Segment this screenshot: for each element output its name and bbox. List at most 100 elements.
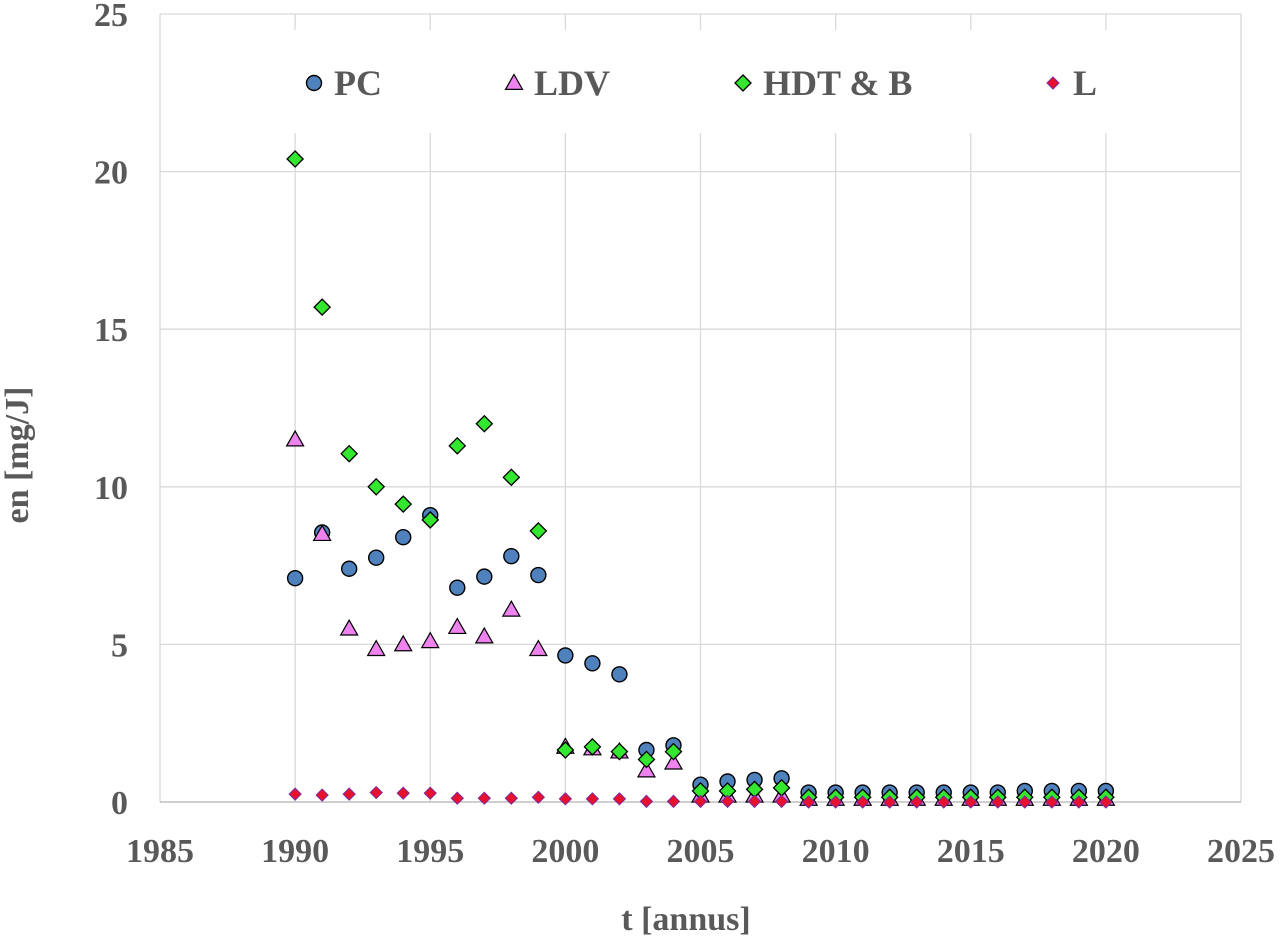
x-axis-title: t [annus] — [621, 901, 750, 937]
point-l — [369, 785, 383, 800]
point-ldv — [474, 626, 494, 644]
point-l — [693, 794, 708, 809]
point-pc — [395, 529, 412, 546]
x-tick-label: 2020 — [1072, 833, 1140, 870]
legend-item-pc: PC — [305, 63, 382, 103]
point-l — [342, 787, 356, 801]
x-tick-label: 2000 — [531, 833, 599, 870]
point-ldv — [312, 524, 332, 542]
legend-item-l: L — [1046, 63, 1097, 103]
point-ldv — [285, 429, 305, 447]
point-l — [801, 795, 816, 809]
point-l — [288, 787, 302, 801]
y-tick-label: 5 — [111, 627, 128, 664]
point-hdt-b — [610, 742, 629, 761]
point-l — [315, 788, 329, 802]
point-ldv — [636, 760, 656, 778]
x-tick-label: 1995 — [396, 833, 464, 870]
point-ldv — [528, 639, 548, 657]
point-pc — [611, 666, 628, 683]
point-l — [720, 794, 735, 809]
point-pc — [557, 647, 574, 664]
legend-item-hdt-b: HDT & B — [734, 63, 912, 103]
point-l — [991, 795, 1005, 809]
point-ldv — [393, 634, 413, 652]
point-ldv — [501, 600, 521, 617]
point-hdt-b — [421, 510, 440, 529]
point-l — [666, 794, 681, 809]
point-l — [909, 795, 924, 809]
y-axis-title: en [mg/J] — [0, 387, 36, 524]
point-hdt-b — [583, 737, 602, 756]
point-hdt-b — [556, 741, 575, 759]
x-tick-label: 2005 — [667, 833, 735, 870]
point-ldv — [420, 631, 440, 649]
legend: PC LDV HDT & B L — [240, 30, 1160, 133]
point-l — [504, 791, 519, 805]
point-ldv — [339, 618, 359, 636]
legend-label-hdt-b: HDT & B — [763, 63, 912, 103]
point-l — [855, 795, 870, 809]
legend-marker-l — [1046, 76, 1060, 90]
point-ldv — [447, 617, 467, 635]
point-hdt-b — [286, 150, 305, 168]
point-l — [747, 794, 762, 809]
point-pc — [340, 560, 358, 577]
legend-marker-ldv — [504, 73, 524, 90]
point-l — [639, 794, 654, 809]
point-l — [1072, 795, 1086, 809]
x-tick-label: 1990 — [261, 833, 329, 870]
point-pc — [286, 570, 304, 587]
point-pc — [584, 655, 601, 672]
point-l — [1018, 795, 1032, 809]
x-tick-label: 1985 — [126, 833, 194, 870]
point-l — [585, 792, 600, 806]
point-l — [396, 786, 410, 800]
legend-label-pc: PC — [334, 63, 382, 103]
point-l — [937, 795, 951, 809]
legend-marker-hdt-b — [734, 74, 752, 92]
point-hdt-b — [313, 298, 332, 317]
x-tick-label: 2025 — [1207, 833, 1275, 870]
point-hdt-b — [448, 436, 467, 455]
legend-marker-pc — [305, 74, 323, 92]
point-l — [1045, 795, 1059, 809]
point-ldv — [366, 639, 386, 657]
grid-layer — [159, 13, 1242, 803]
point-hdt-b — [367, 477, 386, 496]
point-l — [882, 795, 897, 809]
point-hdt-b — [637, 750, 656, 769]
x-tick-label: 2010 — [802, 833, 870, 870]
legend-item-ldv: LDV — [504, 63, 610, 103]
x-tick-label: 2015 — [937, 833, 1005, 870]
point-pc — [476, 568, 493, 585]
point-pc — [449, 579, 466, 596]
point-l — [964, 795, 978, 809]
point-l — [558, 792, 573, 806]
data-points — [285, 150, 1116, 809]
point-l — [828, 795, 843, 809]
point-ldv — [663, 752, 684, 770]
point-pc — [503, 547, 520, 565]
y-tick-label: 15 — [94, 312, 128, 349]
point-hdt-b — [340, 444, 359, 463]
point-l — [774, 794, 789, 809]
y-tick-label: 10 — [94, 470, 128, 507]
y-tick-label: 25 — [94, 0, 128, 34]
point-l — [612, 792, 627, 806]
point-hdt-b — [475, 414, 494, 433]
y-tick-label: 0 — [111, 785, 128, 822]
point-pc — [368, 549, 385, 566]
y-tick-label: 20 — [94, 155, 128, 192]
point-l — [477, 791, 492, 805]
point-l — [531, 790, 546, 804]
point-hdt-b — [394, 495, 413, 514]
legend-label-l: L — [1073, 63, 1097, 103]
legend-background — [240, 30, 1160, 133]
point-pc — [530, 566, 547, 584]
point-hdt-b — [529, 522, 548, 540]
point-hdt-b — [664, 742, 683, 761]
point-l — [1099, 795, 1113, 809]
